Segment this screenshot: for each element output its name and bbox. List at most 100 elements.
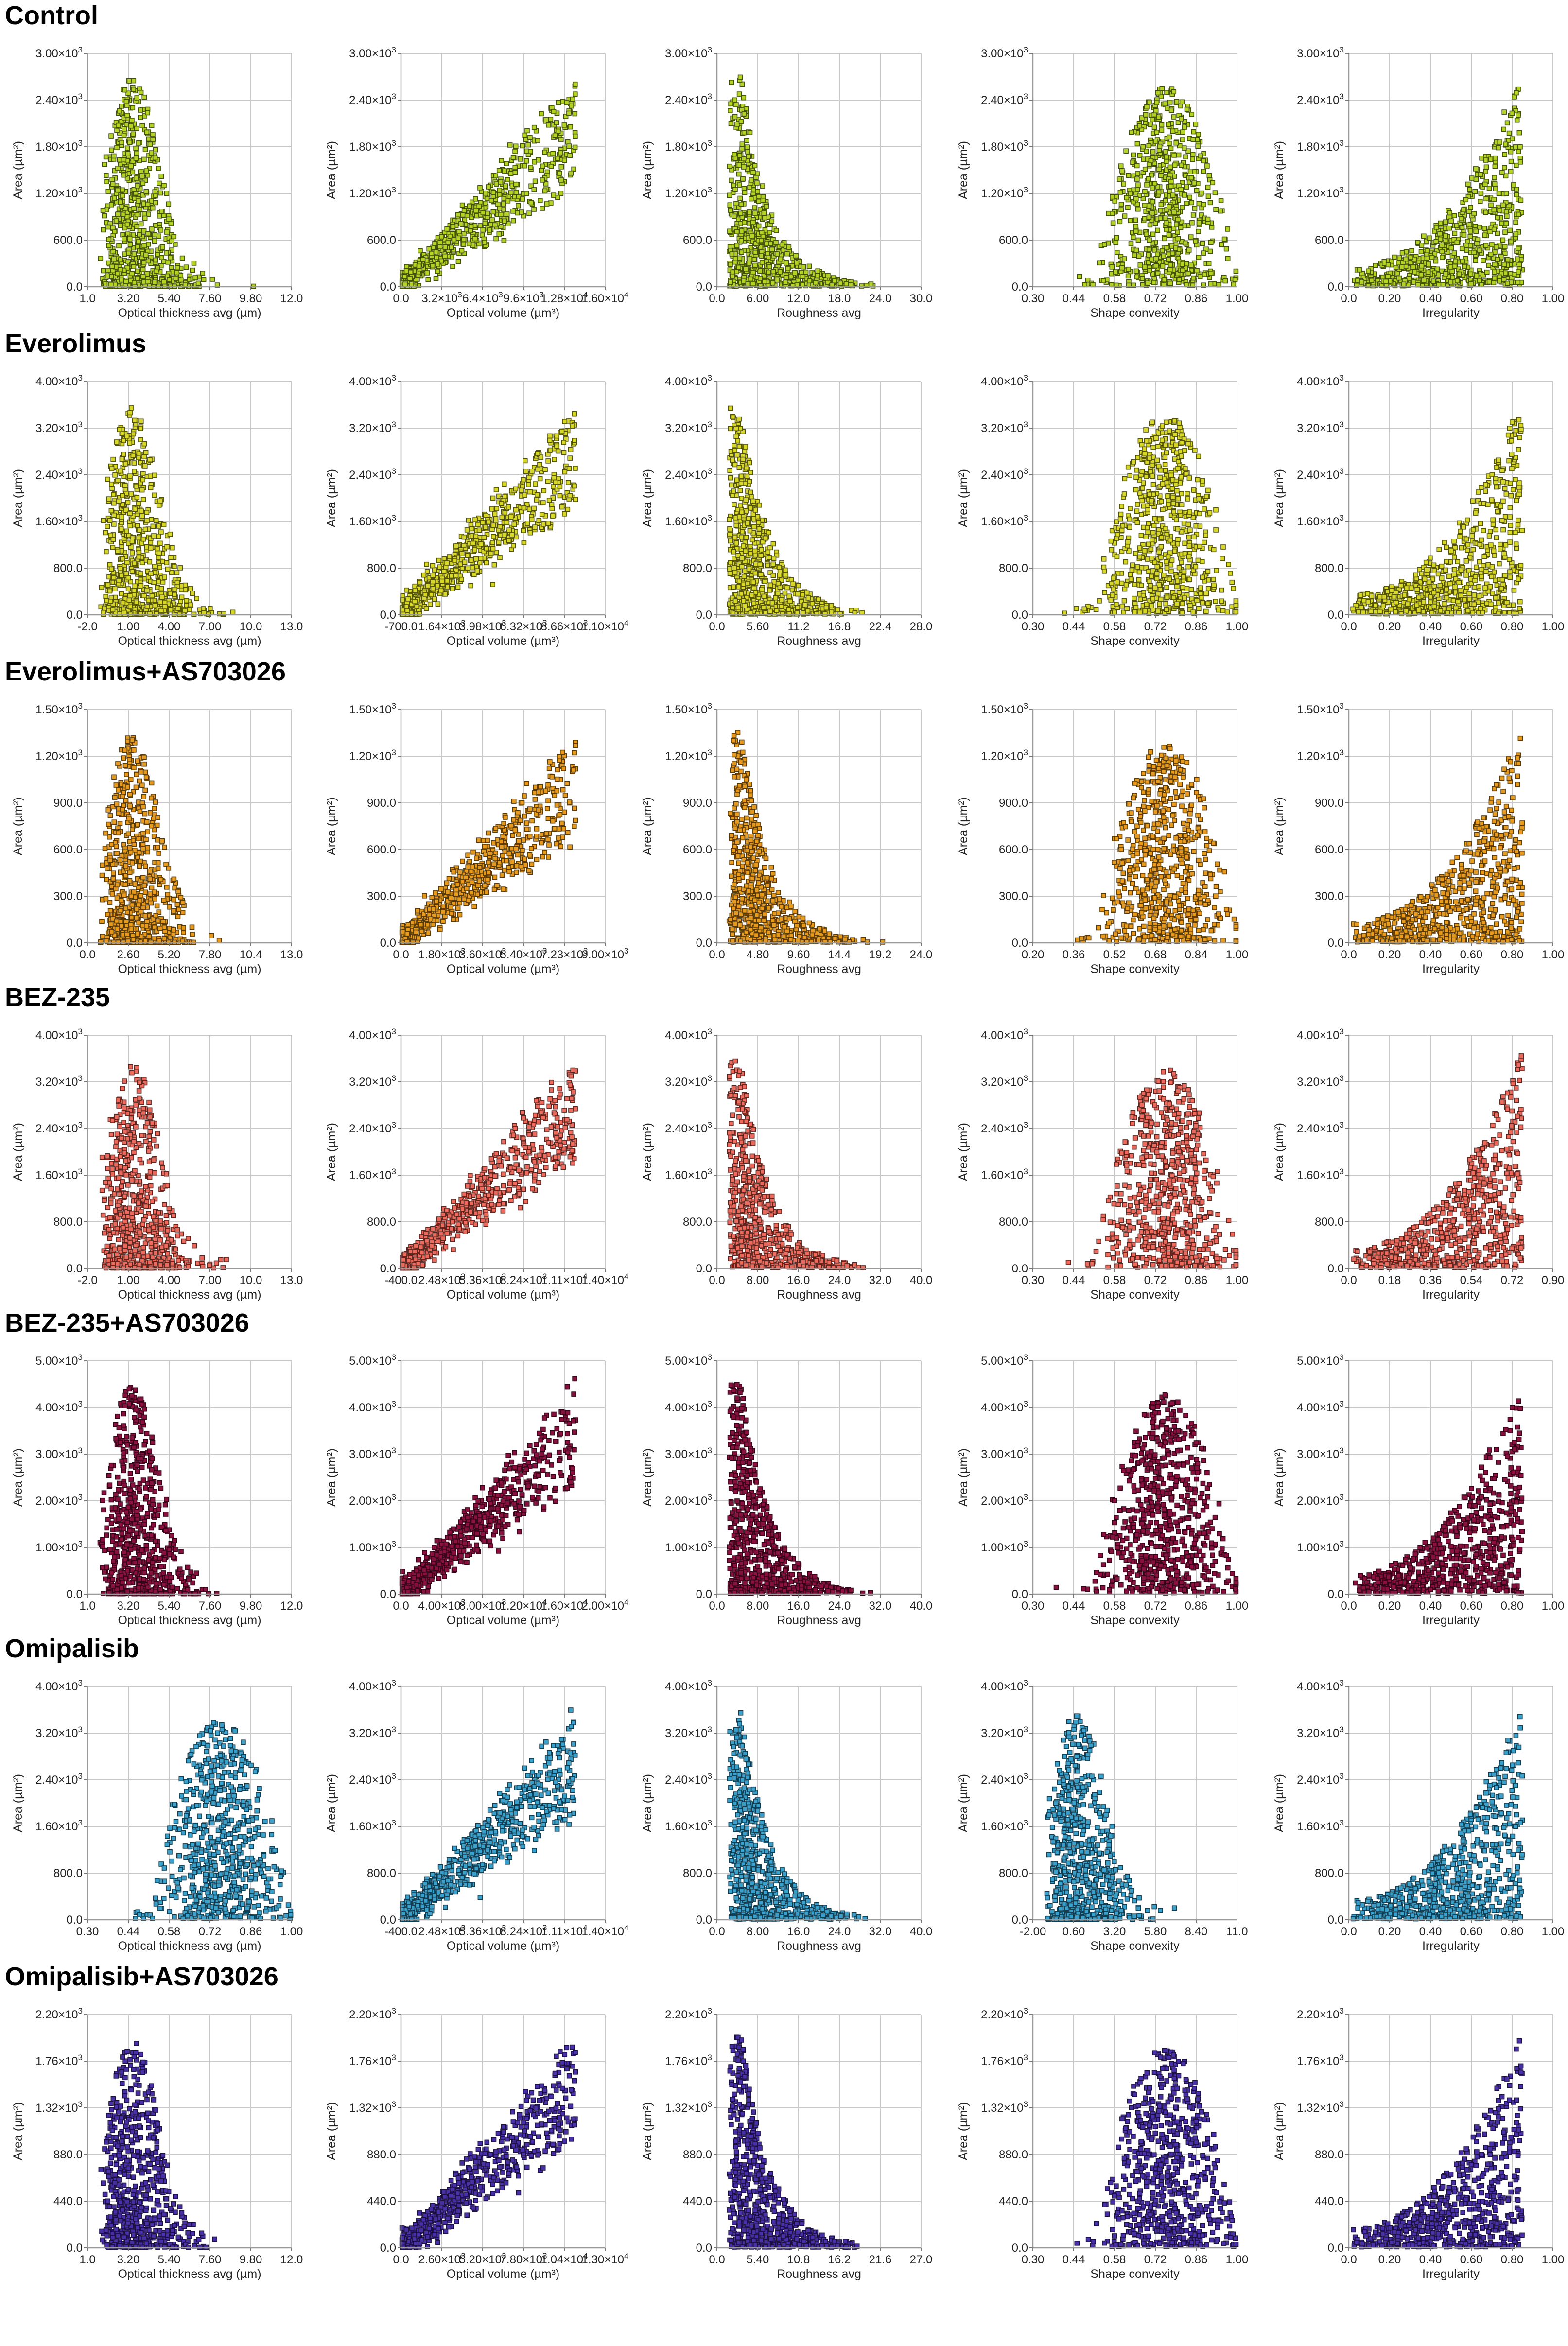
scatter-point [192,261,196,265]
scatter-point [119,278,123,282]
scatter-point [508,143,512,147]
x-tick-label: 6.4×103 [462,290,503,305]
scatter-point [202,278,206,282]
scatter-point [135,212,139,217]
scatter-point [433,242,437,246]
scatter-point [154,258,158,262]
scatter-point [408,276,412,280]
scatter-point [196,281,201,285]
scatter-point [549,164,554,169]
scatter-point [497,206,502,210]
scatter-point [126,152,130,156]
scatter-point [546,123,551,127]
scatter-point [540,206,544,210]
scatter-point [568,154,572,158]
scatter-point [529,201,533,205]
scatter-point [115,145,119,150]
scatter-point [200,271,205,276]
row-title: Control [5,1,98,30]
scatter-point [729,178,733,183]
scatter-point [562,158,567,162]
scatter-point [165,230,169,234]
scatter-point [140,181,145,186]
scatter-point [528,165,533,170]
scatter-point [130,118,134,122]
x-tick-label: 3.2×103 [421,290,462,305]
scatter-point [136,276,140,280]
scatter-point [121,212,125,217]
scatter-point [174,276,178,280]
scatter-point [491,190,496,194]
scatter-point [105,274,110,278]
scatter-point [460,203,465,208]
scatter-point [502,238,506,243]
scatter-point [134,176,139,180]
scatter-point [130,170,135,174]
scatter-point [154,200,158,205]
scatter-point [738,196,742,201]
scatter-point [144,169,149,173]
scatter-point [184,265,189,269]
scatter-point [485,196,489,201]
scatter-point [156,166,160,171]
scatter-point [426,278,430,282]
scatter-point [166,260,170,264]
scatter-point [513,170,517,174]
scatter-point [125,146,130,150]
scatter-point [138,108,142,112]
scatter-point [109,148,114,152]
scatter-point [160,245,165,249]
scatter-point [131,132,136,136]
scatter-point [502,169,506,173]
scatter-point [110,264,114,269]
scatter-point [499,158,504,163]
scatter-point [159,174,163,178]
scatter-point [141,275,145,279]
scatter-point [168,256,173,260]
scatter-point [118,267,122,272]
scatter-point [172,234,176,239]
scatter-point [516,204,521,208]
y-tick-label: 2.40×103 [349,92,396,107]
scatter-point [121,193,125,198]
scatter-point [151,206,155,210]
scatter-point [149,151,154,155]
scatter-point [142,212,147,216]
scatter-point [128,243,133,247]
scatter-point [164,251,169,255]
scatter-point [490,218,494,222]
scatter-point [116,166,120,171]
scatter-point [129,164,133,168]
scatter-point [131,79,136,83]
scatter-point [167,278,172,282]
scatter-point [532,188,536,192]
x-tick-label: 5.40 [158,292,181,305]
scatter-point [497,188,502,192]
scatter-point [141,267,145,272]
scatter-point [573,82,577,87]
scatter-point [478,186,482,190]
scatter-point [125,222,130,226]
scatter-point [504,161,508,166]
scatter-point [515,211,520,215]
scatter-point [119,258,123,262]
scatter-point [567,111,571,116]
scatter-point [451,264,455,269]
scatter-point [132,207,136,211]
x-tick-label: 1.0 [79,292,95,305]
scatter-point [134,156,139,160]
scatter-point [524,191,529,196]
scatter-point [151,137,155,141]
scatter-point [162,183,166,188]
scatter-point [109,203,114,207]
scatter-point [144,253,148,257]
scatter-point [740,147,744,151]
scatter-point [135,151,139,156]
scatter-point [461,213,465,217]
scatter-point [144,130,149,135]
scatter-point [102,269,106,273]
scatter-point [562,123,566,127]
scatter-point [120,188,124,192]
x-tick-label: 0.0 [393,292,409,305]
scatter-point [151,132,155,137]
